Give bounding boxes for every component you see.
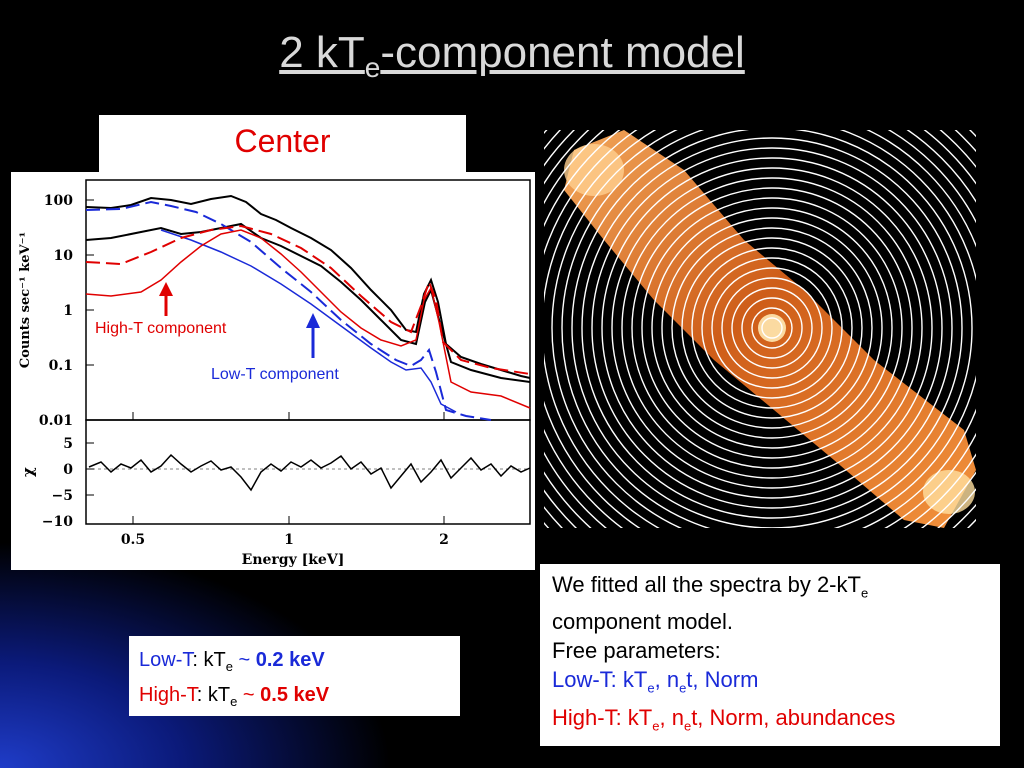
x-tick-1: 1 [284,532,294,548]
x-tick-0.5: 0.5 [121,532,145,548]
desc-line-3: Free parameters: [552,638,721,664]
arrow-low-t-head [306,313,320,328]
results-box: Low-T: kTe ~ 0.2 keV High-T: kTe ~ 0.5 k… [129,636,460,716]
y-axis-label: Counts sec⁻¹ keV⁻¹ [18,232,33,368]
spectrum-svg: 100 10 1 0.1 0.01 5 0 −5 −10 0.5 1 2 Ene… [18,179,531,568]
arrow-high-t-head [159,282,173,296]
x-axis-label: Energy [keV] [242,552,345,568]
y-tick-10: 10 [54,248,74,264]
y-tick-res-m5: −5 [52,488,73,504]
desc-high-t-params: High-T: kTe, net, Norm, abundances [552,704,896,734]
result-high-t: High-T: kTe ~ 0.5 keV [139,684,330,709]
residual-axis-label: χ [19,467,37,477]
extraction-annuli [544,130,976,528]
residual-points [88,453,531,492]
x-tick-2: 2 [439,532,449,548]
desc-low-t-params: Low-T: kTe, net, Norm [552,667,759,696]
y-tick-100: 100 [44,193,73,209]
y-tick-res-0: 0 [63,462,73,478]
annotation-high-t: High-T component [95,320,227,337]
desc-line-2: component model. [552,609,733,635]
result-low-t: Low-T: kTe ~ 0.2 keV [139,649,325,674]
y-tick-0.1: 0.1 [49,358,73,374]
model-high-t-data [85,229,531,409]
y-tick-0.01: 0.01 [39,413,73,429]
model-low-t [85,200,492,421]
slide-title: 2 kTe-component model [279,28,745,83]
description-box: We fitted all the spectra by 2-kTe compo… [540,564,1000,746]
panel-label: Center [99,115,466,175]
y-tick-res-m10: −10 [42,514,73,530]
data-curve-total-1 [85,194,531,379]
model-low-t-data [160,229,457,413]
y-tick-res-5: 5 [63,436,73,452]
model-high-t [85,224,531,375]
y-tick-1: 1 [63,303,73,319]
top-panel-frame [85,179,531,421]
xray-image [544,130,976,528]
desc-line-1: We fitted all the spectra by 2-kTe [552,572,869,601]
residual-panel-frame [85,419,531,525]
xray-image-svg [544,130,976,528]
annotation-low-t: Low-T component [211,366,339,383]
spectrum-plot: 100 10 1 0.1 0.01 5 0 −5 −10 0.5 1 2 Ene… [11,172,535,570]
